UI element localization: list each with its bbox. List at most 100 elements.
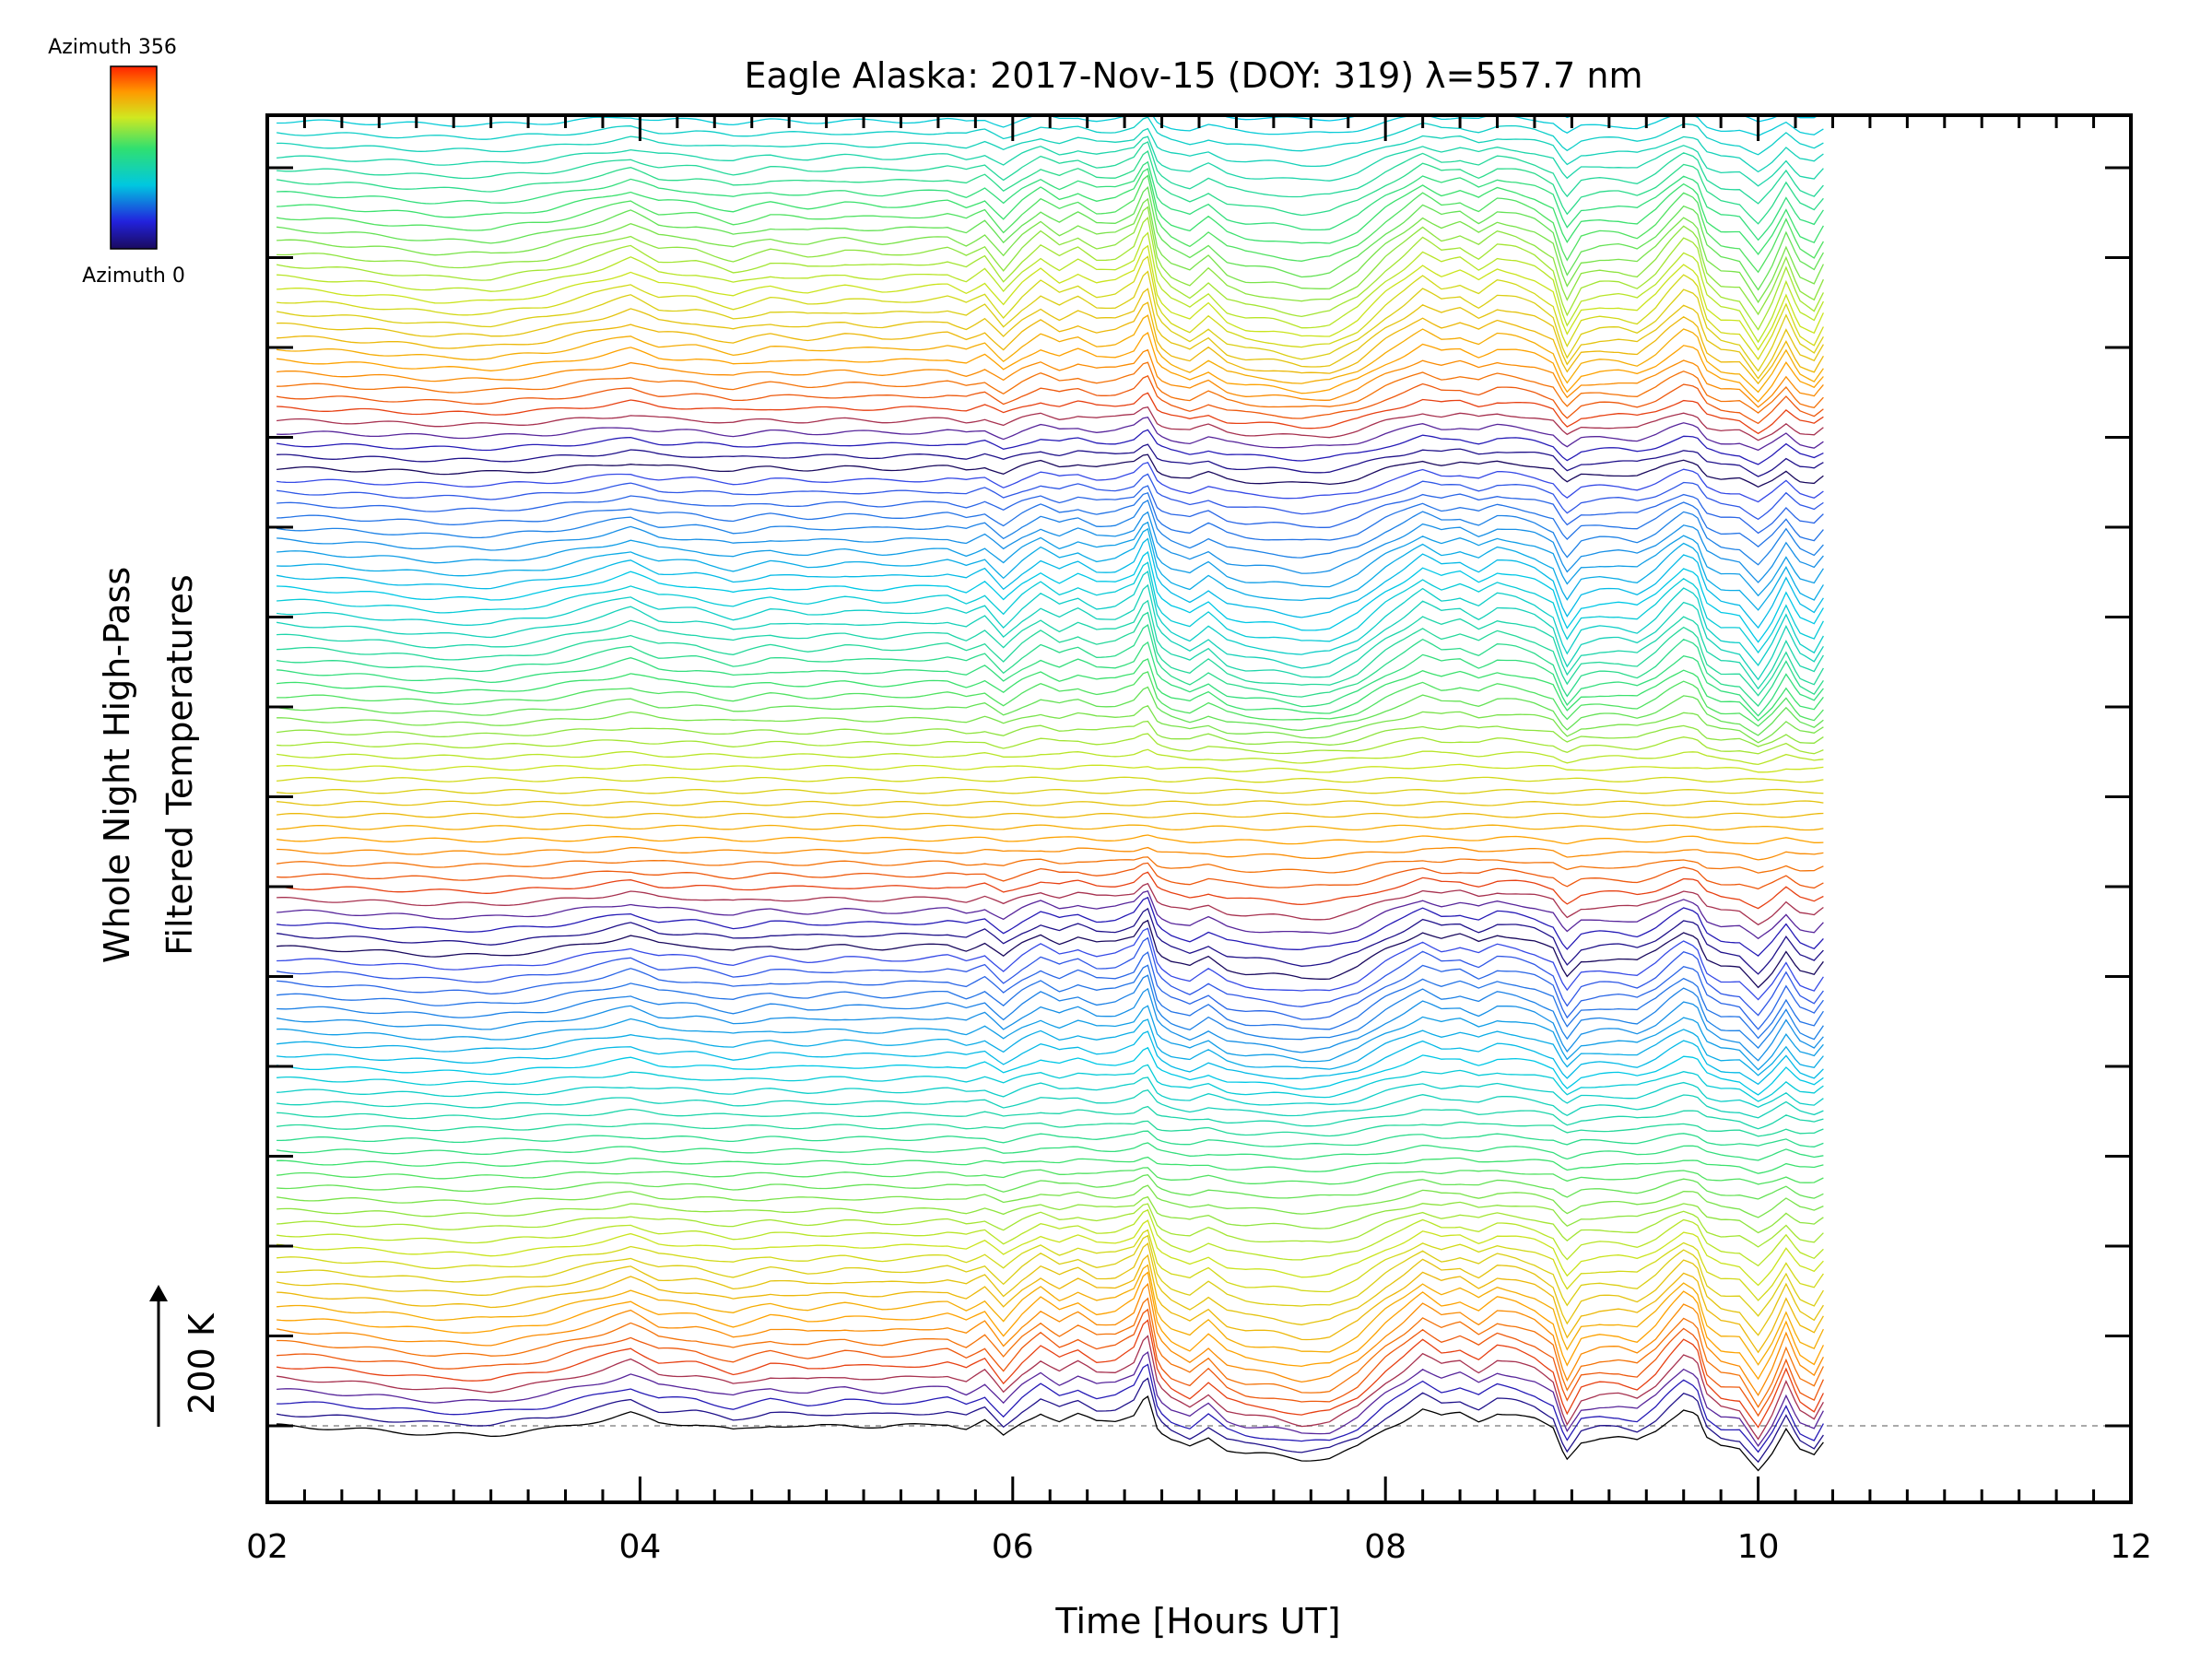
- colorbar-gradient: [110, 65, 158, 250]
- temperature-trace: [276, 231, 1824, 344]
- temperature-trace: [276, 1271, 1824, 1381]
- temperature-trace: [276, 485, 1824, 535]
- temperature-trace: [276, 197, 1824, 304]
- x-tick-label: 12: [2110, 1528, 2152, 1566]
- temperature-trace: [276, 206, 1824, 316]
- temperature-trace: [276, 1064, 1824, 1102]
- temperature-trace: [276, 705, 1824, 744]
- temperature-trace: [276, 314, 1824, 394]
- temperature-trace: [276, 127, 1824, 173]
- temperature-trace: [276, 1208, 1824, 1267]
- scale-label: 200 K: [182, 1312, 222, 1415]
- temperature-trace: [276, 1173, 1824, 1200]
- temperature-trace: [276, 288, 1824, 380]
- temperature-trace: [276, 0, 1823, 8]
- temperature-trace: [276, 763, 1824, 773]
- colorbar-top-label: Azimuth 356: [48, 36, 177, 59]
- x-tick-label: 10: [1737, 1528, 1780, 1566]
- temperature-trace: [276, 907, 1824, 975]
- temperature-trace: [276, 1319, 1824, 1429]
- temperature-trace: [276, 1308, 1824, 1418]
- temperature-trace: [276, 964, 1824, 1040]
- temperature-trace: [276, 537, 1824, 629]
- temperature-trace: [276, 834, 1824, 845]
- plot-frame: [265, 113, 2133, 1504]
- temperature-trace: [276, 1, 1823, 34]
- temperature-trace: [276, 1203, 1824, 1248]
- plot-axes: 02 04 06 08 10 12: [246, 113, 2152, 1566]
- temperature-trace: [276, 216, 1824, 331]
- temperature-trace: [276, 331, 1824, 403]
- scale-arrow: [149, 1285, 168, 1427]
- temperature-trace: [276, 135, 1824, 187]
- temperature-trace: [276, 0, 1823, 26]
- temperature-traces: [276, 0, 1824, 1472]
- temperature-trace: [276, 149, 1824, 225]
- temperature-trace: [276, 720, 1824, 747]
- temperature-trace: [276, 936, 1824, 1017]
- temperature-trace: [276, 927, 1824, 1001]
- temperature-trace: [276, 896, 1824, 957]
- temperature-trace: [276, 429, 1824, 465]
- x-tick-label: 06: [992, 1528, 1034, 1566]
- temperature-trace: [276, 511, 1824, 583]
- temperature-trace: [276, 800, 1824, 806]
- temperature-trace: [276, 951, 1824, 1030]
- temperature-trace: [276, 624, 1824, 708]
- temperature-trace: [276, 1046, 1824, 1096]
- temperature-trace: [276, 846, 1824, 861]
- temperature-trace: [276, 776, 1824, 783]
- temperature-trace: [276, 473, 1824, 521]
- temperature-trace: [276, 527, 1824, 611]
- y-axis-label-line2: Filtered Temperatures: [159, 574, 200, 955]
- temperature-trace: [276, 443, 1824, 477]
- temperature-trace: [276, 1120, 1824, 1137]
- chart-title: Eagle Alaska: 2017-Nov-15 (DOY: 319) λ=5…: [745, 55, 1643, 96]
- temperature-trace: [276, 550, 1824, 643]
- temperature-trace: [276, 15, 1823, 40]
- temperature-trace: [276, 141, 1824, 205]
- temperature-trace: [276, 987, 1824, 1062]
- temperature-trace: [276, 0, 1823, 15]
- temperature-trace: [276, 491, 1824, 547]
- temperature-trace: [276, 1264, 1824, 1366]
- temperature-trace: [276, 244, 1824, 351]
- temperature-trace: [276, 348, 1824, 408]
- temperature-trace: [276, 1030, 1824, 1086]
- temperature-trace: [276, 882, 1824, 926]
- temperature-trace: [276, 862, 1824, 890]
- temperature-trace: [276, 462, 1824, 503]
- temperature-trace: [276, 186, 1824, 291]
- temperature-trace: [276, 392, 1824, 435]
- temperature-trace: [276, 1105, 1824, 1130]
- x-tick-label: 02: [246, 1528, 288, 1566]
- temperature-trace: [276, 27, 1823, 50]
- temperature-trace: [276, 1253, 1824, 1354]
- temperature-trace: [276, 919, 1824, 989]
- temperature-trace: [276, 1018, 1824, 1077]
- temperature-trace: [276, 641, 1824, 717]
- temperature-trace: [276, 812, 1824, 818]
- temperature-trace: [276, 255, 1824, 360]
- temperature-trace: [276, 671, 1824, 727]
- temperature-trace: [276, 733, 1824, 755]
- temperature-trace: [276, 1297, 1824, 1408]
- temperature-trace: [276, 1005, 1824, 1071]
- temperature-trace: [276, 974, 1824, 1049]
- temperature-trace: [276, 570, 1824, 666]
- temperature-trace: [276, 1167, 1824, 1185]
- temperature-trace: [276, 453, 1824, 488]
- temperature-trace: [276, 160, 1824, 241]
- temperature-trace: [276, 1156, 1824, 1174]
- temperature-trace: [276, 1142, 1824, 1161]
- x-tick-label: 08: [1364, 1528, 1406, 1566]
- temperature-trace: [276, 1335, 1824, 1441]
- temperature-trace: [276, 748, 1824, 766]
- colorbar-bottom-label: Azimuth 0: [82, 265, 185, 288]
- y-axis-label-line1: Whole Night High-Pass: [97, 567, 137, 963]
- temperature-trace: [276, 168, 1824, 255]
- temperature-trace: [276, 361, 1824, 414]
- temperature-trace: [276, 890, 1824, 940]
- azimuth-colorbar: Azimuth 356 Azimuth 0: [48, 36, 185, 288]
